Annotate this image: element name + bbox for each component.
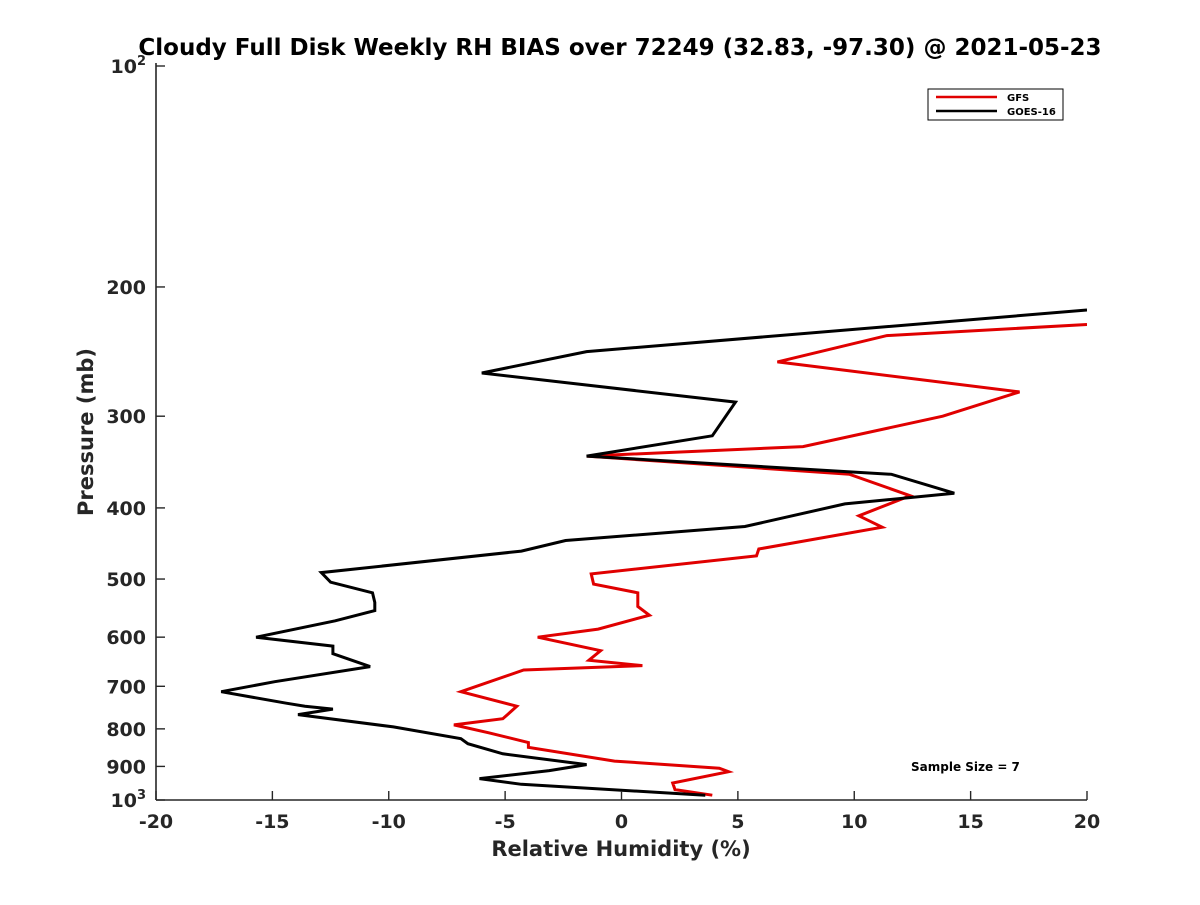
x-tick-label: -10 (372, 811, 406, 833)
y-tick-label: 200 (106, 277, 146, 299)
y-tick-label: 500 (106, 569, 146, 591)
y-tick-label: 800 (106, 719, 146, 741)
chart-title: Cloudy Full Disk Weekly RH BIAS over 722… (138, 35, 1101, 61)
y-tick-label: 300 (106, 406, 146, 428)
y-tick-label: 400 (106, 498, 146, 520)
y-tick-label: 900 (106, 756, 146, 778)
series-line-goes-16 (220, 308, 1087, 797)
y-tick-label: 600 (106, 627, 146, 649)
x-tick-label: 20 (1074, 811, 1100, 833)
x-axis-ticks: -20 -15 -10 -5 0 5 10 15 20 (139, 791, 1100, 833)
x-tick-label: 10 (841, 811, 867, 833)
legend-label-goes-16: GOES-16 (1007, 107, 1056, 118)
y-tick-label: 103 (111, 788, 147, 812)
y-tick-label: 700 (106, 676, 146, 698)
x-tick-label: -20 (139, 811, 173, 833)
x-tick-label: -15 (255, 811, 289, 833)
x-tick-label: 5 (731, 811, 744, 833)
legend: GFS GOES-16 (927, 88, 1064, 121)
series-layer (220, 308, 1087, 797)
y-axis-ticks: 102 200 300 400 500 600 700 800 900 103 (106, 54, 165, 812)
x-tick-label: 0 (615, 811, 628, 833)
legend-label-gfs: GFS (1007, 93, 1029, 104)
legend-box (927, 88, 1064, 121)
x-axis-label: Relative Humidity (%) (491, 837, 750, 861)
sample-size-annotation: Sample Size = 7 (911, 760, 1020, 774)
x-tick-label: 15 (957, 811, 983, 833)
y-axis-label: Pressure (mb) (74, 348, 98, 516)
x-tick-label: -5 (495, 811, 516, 833)
y-tick-label: 102 (111, 54, 147, 78)
